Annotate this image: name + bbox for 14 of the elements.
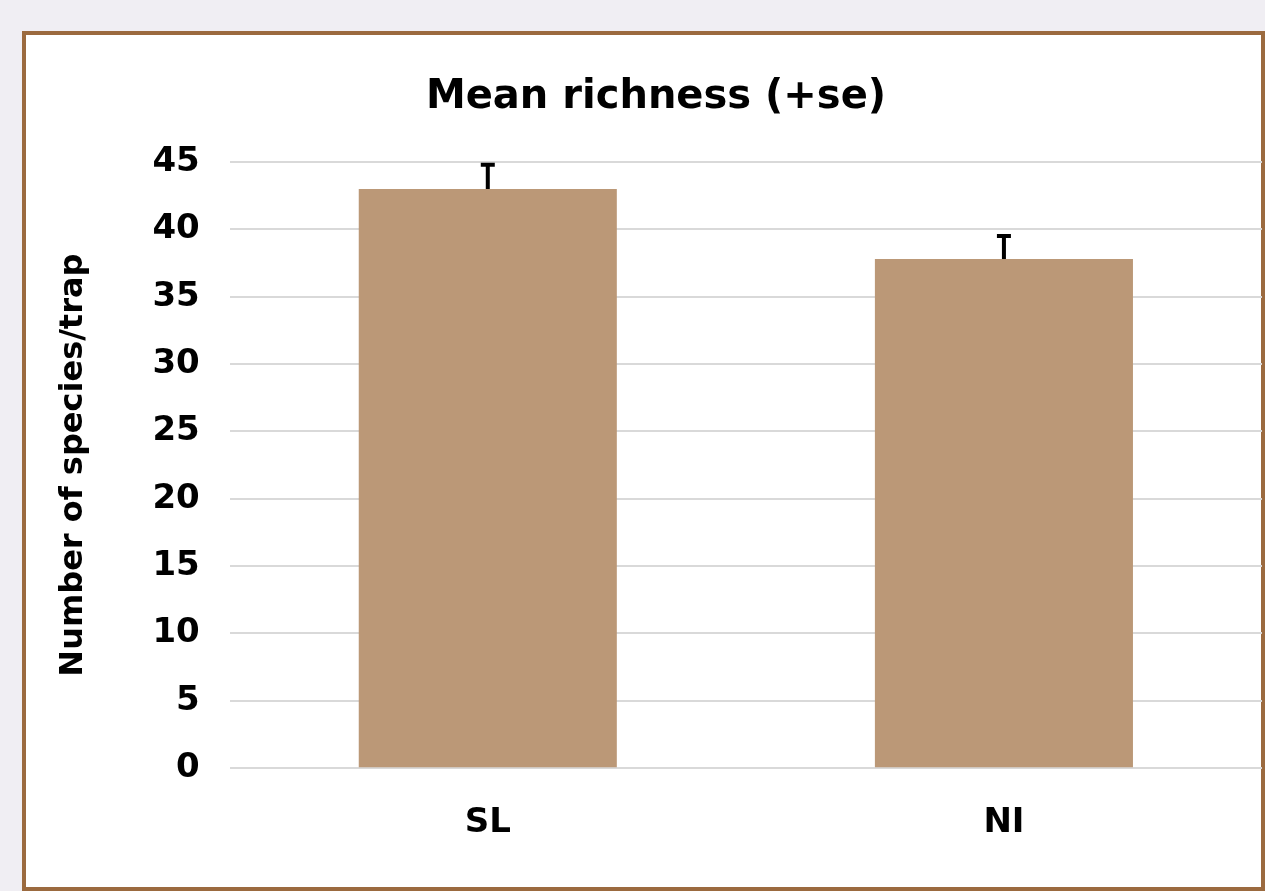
y-axis-title: Number of species/trap <box>51 253 90 677</box>
y-tick-label: 30 <box>152 340 200 381</box>
y-tick-label: 15 <box>152 542 200 583</box>
x-tick-label: NI <box>983 800 1025 841</box>
y-tick-label: 5 <box>176 677 200 718</box>
y-tick-label: 25 <box>152 408 200 449</box>
x-tick-label: SL <box>464 800 511 841</box>
y-tick-label: 0 <box>176 745 200 786</box>
y-tick-label: 10 <box>152 610 200 651</box>
y-tick-label: 40 <box>152 206 200 247</box>
y-tick-label: 20 <box>152 475 200 516</box>
y-tick-label: 45 <box>152 138 200 179</box>
y-tick-label: 35 <box>152 273 200 314</box>
chart-title: Mean richness (+se) <box>425 71 887 118</box>
